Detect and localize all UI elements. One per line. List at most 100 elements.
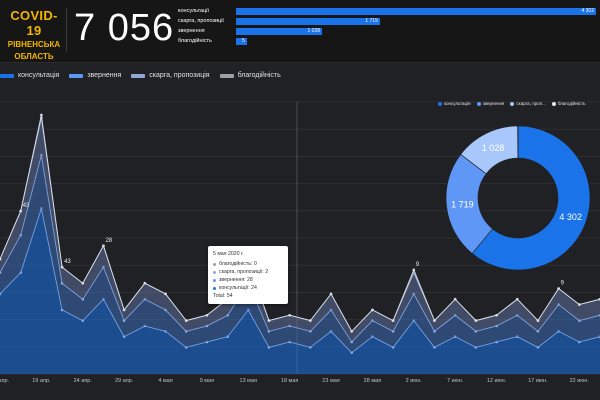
summary-bar-row[interactable]: звернення 1 028 xyxy=(178,27,598,36)
donut-legend-dot xyxy=(476,101,481,106)
donut-legend-item[interactable]: консультація xyxy=(438,101,471,106)
tooltip-row-text: консультації: 24 xyxy=(219,285,257,291)
summary-bar-value: 1 719 xyxy=(365,18,378,24)
series-point[interactable] xyxy=(267,319,271,322)
legend-label: звернення xyxy=(87,72,122,79)
summary-bar-row[interactable]: благодійність 5 xyxy=(178,37,598,46)
series-point[interactable] xyxy=(515,297,519,301)
donut-legend-label: консультація xyxy=(444,101,471,106)
summary-bar-track: 5 xyxy=(236,38,596,45)
series-point[interactable] xyxy=(40,113,43,117)
legend-item[interactable]: консультація xyxy=(0,72,59,79)
point-label: 28 xyxy=(105,238,112,244)
x-tick-label: 22 июн. xyxy=(570,378,590,384)
legend-swatch xyxy=(219,73,234,78)
series-point[interactable] xyxy=(578,303,581,306)
header-divider xyxy=(66,8,67,52)
point-label: 9 xyxy=(561,281,565,287)
x-tick-label: 4 мая xyxy=(158,378,172,384)
region-logo: COVID-19 РІВНЕНСЬКА ОБЛАСТЬ xyxy=(4,8,64,62)
logo-title: COVID-19 xyxy=(10,8,58,38)
series-point[interactable] xyxy=(474,319,478,322)
series-point[interactable] xyxy=(433,319,436,322)
legend-swatch xyxy=(69,73,84,78)
tooltip-dot xyxy=(213,270,216,274)
tooltip-row: благодійність: 0 xyxy=(213,260,283,268)
series-point[interactable] xyxy=(81,281,85,285)
series-point[interactable] xyxy=(184,319,188,322)
series-point[interactable] xyxy=(0,257,2,261)
series-point[interactable] xyxy=(329,292,333,296)
tooltip-row-text: скарга, пропозиції: 2 xyxy=(219,269,269,275)
x-tick-label: 29 апр. xyxy=(115,378,134,384)
summary-bar-track: 1 028 xyxy=(236,28,596,35)
series-point[interactable] xyxy=(122,319,126,322)
series-point[interactable] xyxy=(371,308,374,312)
series-point[interactable] xyxy=(309,319,312,322)
summary-bar-row[interactable]: скарга, пропозиції 1 719 xyxy=(178,17,598,26)
donut-slice[interactable] xyxy=(471,125,591,271)
summary-bar-fill: 4 302 xyxy=(236,8,596,15)
series-point[interactable] xyxy=(350,329,354,333)
series-point[interactable] xyxy=(557,287,560,290)
donut-legend-item[interactable]: скарга, проп... xyxy=(510,101,546,106)
point-label: 43 xyxy=(64,259,71,265)
series-line-3[interactable] xyxy=(0,114,600,333)
series-area-0 xyxy=(0,208,600,374)
legend-item[interactable]: благодійність xyxy=(219,72,281,79)
series-point[interactable] xyxy=(60,265,64,269)
donut-legend-label: скарга, проп... xyxy=(516,101,546,106)
series-point[interactable] xyxy=(288,313,291,317)
donut-legend-dot xyxy=(438,101,442,106)
series-point[interactable] xyxy=(205,313,209,317)
donut-legend-item[interactable]: благодійність xyxy=(551,101,586,106)
x-tick-label: 24 апр. xyxy=(74,378,93,384)
x-tick-label: 12 июн. xyxy=(487,378,507,384)
timeline-chart[interactable]: 434328549914 апр.19 апр.24 апр.29 апр.4 … xyxy=(0,88,600,400)
summary-bar-fill: 1 719 xyxy=(236,18,380,25)
dashboard-header: COVID-19 РІВНЕНСЬКА ОБЛАСТЬ 7 056 консул… xyxy=(0,0,600,63)
series-point[interactable] xyxy=(391,319,395,322)
summary-bar-track: 4 302 xyxy=(236,8,596,15)
legend-label: благодійність xyxy=(237,72,281,79)
summary-bar-row[interactable]: консультації 4 302 xyxy=(178,7,598,16)
legend-item[interactable]: звернення xyxy=(69,72,121,79)
series-point[interactable] xyxy=(412,268,416,272)
summary-bar-fill: 1 028 xyxy=(236,28,323,35)
summary-bar-value: 1 028 xyxy=(307,28,321,34)
x-tick-label: 23 мая xyxy=(322,378,339,384)
summary-bar-value: 5 xyxy=(242,38,245,44)
tooltip-row: консультації: 24 xyxy=(213,284,283,292)
series-point[interactable] xyxy=(164,292,167,296)
x-tick-label: 18 мая xyxy=(281,378,298,384)
logo-region-line1: РІВНЕНСЬКА xyxy=(7,40,61,49)
series-area-1 xyxy=(0,155,600,353)
donut-value-label: 1 028 xyxy=(482,143,505,153)
series-point[interactable] xyxy=(19,209,22,213)
donut-legend-dot xyxy=(551,101,556,106)
series-point[interactable] xyxy=(536,319,540,322)
summary-bar-label: благодійність xyxy=(178,38,212,44)
legend-item[interactable]: скарга, пропозиція xyxy=(131,72,210,79)
tooltip-row: звернення: 28 xyxy=(213,276,283,284)
x-tick-label: 13 мая xyxy=(240,378,257,384)
donut-legend: консультація звернення скарга, проп... благ… xyxy=(438,101,592,106)
tooltip-dot xyxy=(213,278,216,282)
summary-bar-track: 1 719 xyxy=(236,18,596,25)
donut-value-label: 4 302 xyxy=(559,212,582,222)
series-point[interactable] xyxy=(143,281,147,285)
series-point[interactable] xyxy=(122,308,126,312)
tooltip-row-text: благодійність: 0 xyxy=(219,261,257,267)
chart-legend: консультація звернення скарга, пропозиція б… xyxy=(0,72,291,79)
series-point[interactable] xyxy=(495,313,498,317)
legend-label: консультація xyxy=(18,72,60,79)
series-point[interactable] xyxy=(453,297,457,301)
series-point[interactable] xyxy=(350,340,354,344)
summary-bar-value: 4 302 xyxy=(581,8,594,14)
series-point[interactable] xyxy=(102,244,105,248)
summary-bar-label: скарга, пропозиції xyxy=(178,18,224,24)
donut-value-label: 1 719 xyxy=(451,199,474,209)
donut-legend-item[interactable]: звернення xyxy=(476,101,504,106)
logo-region-line2: ОБЛАСТЬ xyxy=(14,52,54,61)
summary-bar-label: звернення xyxy=(178,28,205,34)
